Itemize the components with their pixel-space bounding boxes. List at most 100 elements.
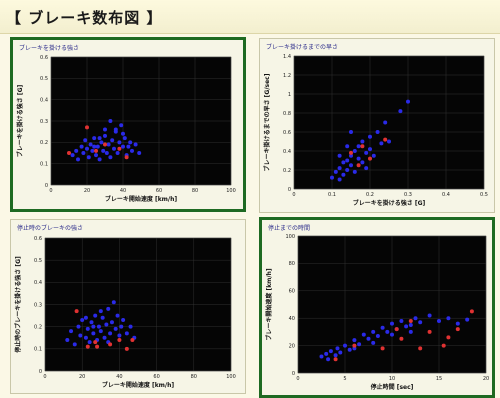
data-point [341,172,346,177]
data-point [404,324,409,329]
data-point [130,337,135,342]
data-point [121,318,126,323]
data-point [103,142,107,147]
data-point [333,169,338,174]
scatter-chart: ブレーキ掛けるまでの早さ 0 0.2 0.4 0.6 0.8 1 1.2 1.4 0 0.1 0.2 0… [263,43,488,207]
data-point [67,151,71,155]
y-axis-label: ブレーキ掛けるまでの早さ [G/sec] [263,73,271,171]
chart-panel-brake-speed[interactable]: ブレーキ掛けるまでの早さ 0 0.2 0.4 0.6 0.8 1 1.2 1.4 0 0.1 0.2 0… [259,38,495,213]
data-point [128,324,133,329]
data-point [427,329,432,334]
data-point [399,318,404,323]
y-tick-label: 0.4 [34,280,42,286]
data-point [102,335,107,340]
data-point [387,139,391,144]
x-tick-label: 0.5 [480,192,488,198]
data-point [441,343,446,348]
data-point [115,313,120,318]
y-tick-label: 1.4 [283,54,291,60]
data-point [119,123,124,128]
data-point [408,318,413,323]
chart-panel-stop-time[interactable]: 停止までの時間 0 20 40 60 80 100 0 5 10 15 20 停止時間 [sec] ブレー… [259,217,495,398]
data-point [390,321,394,326]
data-point [371,329,376,334]
data-point [352,149,357,153]
data-point [78,333,83,338]
chart-title: ブレーキを掛ける強さ [19,44,79,52]
data-point [104,322,109,327]
data-point [337,166,342,171]
data-point [418,320,423,325]
data-point [368,134,372,139]
data-point [126,144,131,149]
x-tick-label: 80 [192,188,198,194]
data-point [74,148,79,153]
data-point [83,335,88,340]
data-point [408,323,413,328]
y-tick-label: 0.2 [283,168,291,174]
data-point [137,151,142,155]
data-point [356,163,361,168]
chart-panel-stop-brake-strength[interactable]: 停止時のブレーキの強さ 0 0.1 0.2 0.3 0.4 0.5 0.6 0 20 40 60 80 1… [10,219,246,394]
y-tick-label: 0.2 [34,324,42,330]
y-tick-label: 0.3 [40,119,48,125]
scatter-chart: 停止時のブレーキの強さ 0 0.1 0.2 0.3 0.4 0.5 0.6 0 20 40 60 80 1… [14,224,236,389]
data-point [85,125,89,130]
data-point [65,337,70,342]
data-point [98,309,103,314]
data-point [85,326,90,331]
data-point [85,344,90,349]
y-tick-label: 0.8 [283,111,291,117]
data-point [121,144,125,149]
data-point [360,139,365,144]
data-point [115,151,120,155]
data-point [394,327,399,332]
data-point [79,144,84,149]
data-point [113,326,118,331]
data-point [408,329,413,334]
data-point [88,142,93,147]
data-point [385,329,390,334]
data-point [375,130,380,134]
data-point [117,140,122,145]
data-point [83,315,88,320]
x-axis-label: 停止時間 [sec] [371,383,414,391]
y-axis-label: ブレーキ開始速度 [km/h] [265,268,273,341]
x-axis-label: ブレーキを掛ける強さ [G] [353,199,426,207]
y-tick-label: 0.2 [40,140,48,146]
x-tick-label: 0.1 [328,192,336,198]
data-point [379,141,384,146]
chart-panel-brake-strength[interactable]: ブレーキを掛ける強さ 0 0.1 0.2 0.3 0.4 0.5 0.6 0 20 40 60 80 10… [10,37,246,212]
x-tick-label: 100 [226,188,236,194]
data-point [92,136,97,141]
data-point [111,300,116,305]
data-point [121,131,125,136]
data-point [117,333,122,338]
data-point [333,357,338,362]
x-tick-label: 0.2 [366,192,374,198]
data-point [349,163,353,168]
data-point [371,340,376,345]
data-point [335,346,340,351]
data-point [455,327,460,332]
data-point [95,344,100,349]
data-point [364,150,369,155]
data-point [117,337,122,342]
data-point [469,309,474,314]
data-point [110,138,115,143]
x-tick-label: 60 [156,188,162,194]
data-point [94,153,98,158]
data-point [368,147,372,152]
data-point [80,318,85,323]
data-point [360,144,365,149]
y-tick-label: 0.1 [40,161,48,167]
data-point [352,169,357,174]
x-tick-label: 0 [296,376,299,382]
data-point [390,332,394,337]
y-axis-label: 停止時のブレーキを掛ける強さ [G] [14,256,22,353]
data-point [356,144,361,149]
y-tick-label: 0.6 [40,55,48,61]
data-point [337,177,342,182]
x-axis-label: ブレーキ開始速度 [km/h] [105,195,178,203]
data-point [108,119,113,123]
